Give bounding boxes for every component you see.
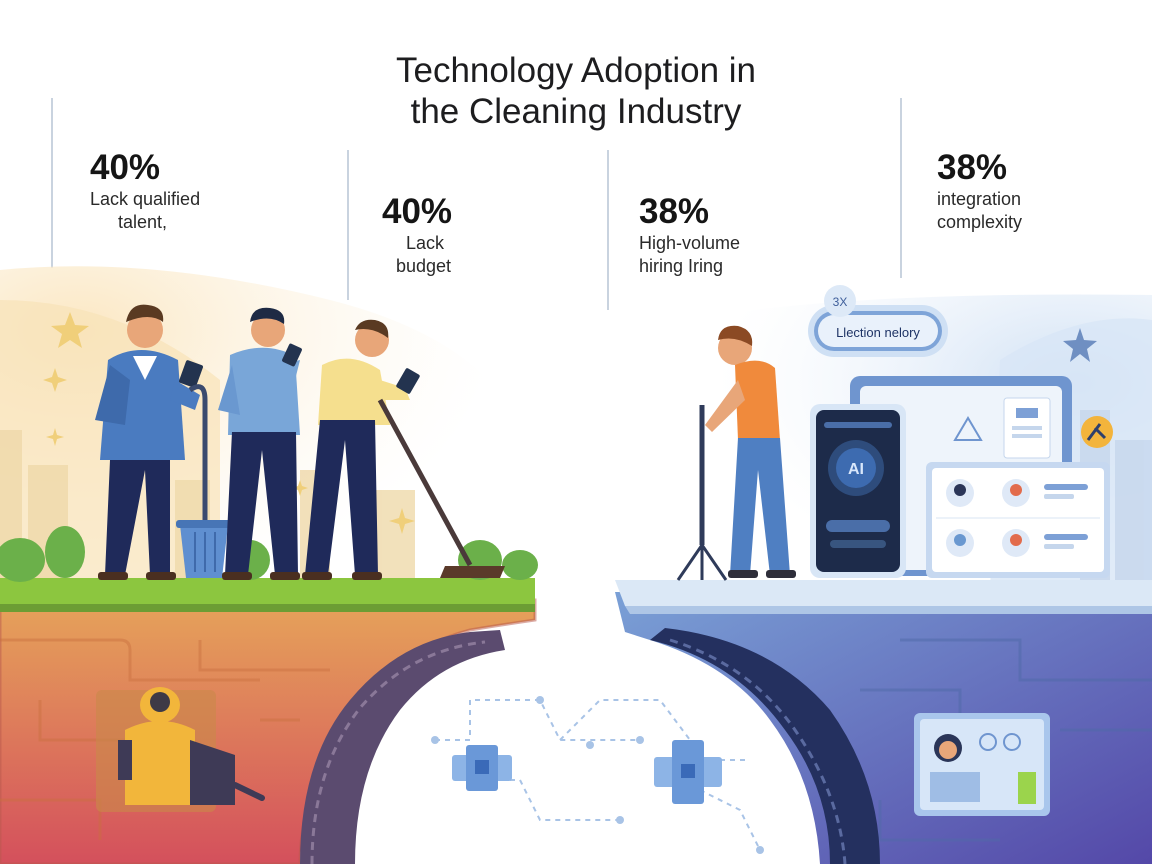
stat-label: Lack budget xyxy=(396,233,452,276)
stat-budget: 40% Lack budget xyxy=(382,192,452,278)
stat-value: 38% xyxy=(639,192,710,231)
stat-integration: 38% integration complexity xyxy=(937,148,1022,234)
title-line-2: the Cleaning Industry xyxy=(410,92,742,131)
mop-bucket-icon xyxy=(176,384,232,578)
right-cliff xyxy=(615,580,1152,864)
circuit-chip-icon xyxy=(654,740,722,804)
person-with-phone xyxy=(95,304,203,580)
chat-bubble: Llection nelory 3X xyxy=(808,285,948,357)
gear-icon xyxy=(1081,416,1113,448)
cleaning-robot-icon xyxy=(96,687,265,812)
chat-bubble-text: Llection nelory xyxy=(836,325,920,340)
divider-line xyxy=(347,150,349,300)
stat-value: 40% xyxy=(382,192,453,231)
person-with-mop xyxy=(676,325,796,581)
chat-badge: 3X xyxy=(833,295,848,309)
page-title: Technology Adoption in the Cleaning Indu… xyxy=(300,50,852,132)
sparkle-icons xyxy=(43,312,415,534)
stat-value: 40% xyxy=(90,148,161,187)
circuit-chip-icon xyxy=(452,745,512,791)
stat-hiring: 38% High-volume hiring Iring xyxy=(639,192,740,278)
avatar xyxy=(946,479,1030,557)
star-icon xyxy=(1063,328,1097,362)
divider-line xyxy=(900,98,902,278)
stat-label: Lack qualified talent, xyxy=(90,189,201,232)
stat-value: 38% xyxy=(937,148,1008,187)
stat-talent: 40% Lack qualified talent, xyxy=(90,148,200,234)
divider-line xyxy=(607,150,609,310)
divider-line xyxy=(51,98,53,268)
title-line-1: Technology Adoption in xyxy=(396,51,756,90)
stat-label: integration complexity xyxy=(937,189,1023,232)
video-call-monitor xyxy=(914,713,1050,816)
ai-logo: AI xyxy=(848,461,864,478)
stat-label: High-volume hiring Iring xyxy=(639,233,741,276)
person-with-phone xyxy=(218,307,302,580)
ai-phone-device: AI xyxy=(810,404,906,578)
person-sweeping xyxy=(302,319,505,580)
